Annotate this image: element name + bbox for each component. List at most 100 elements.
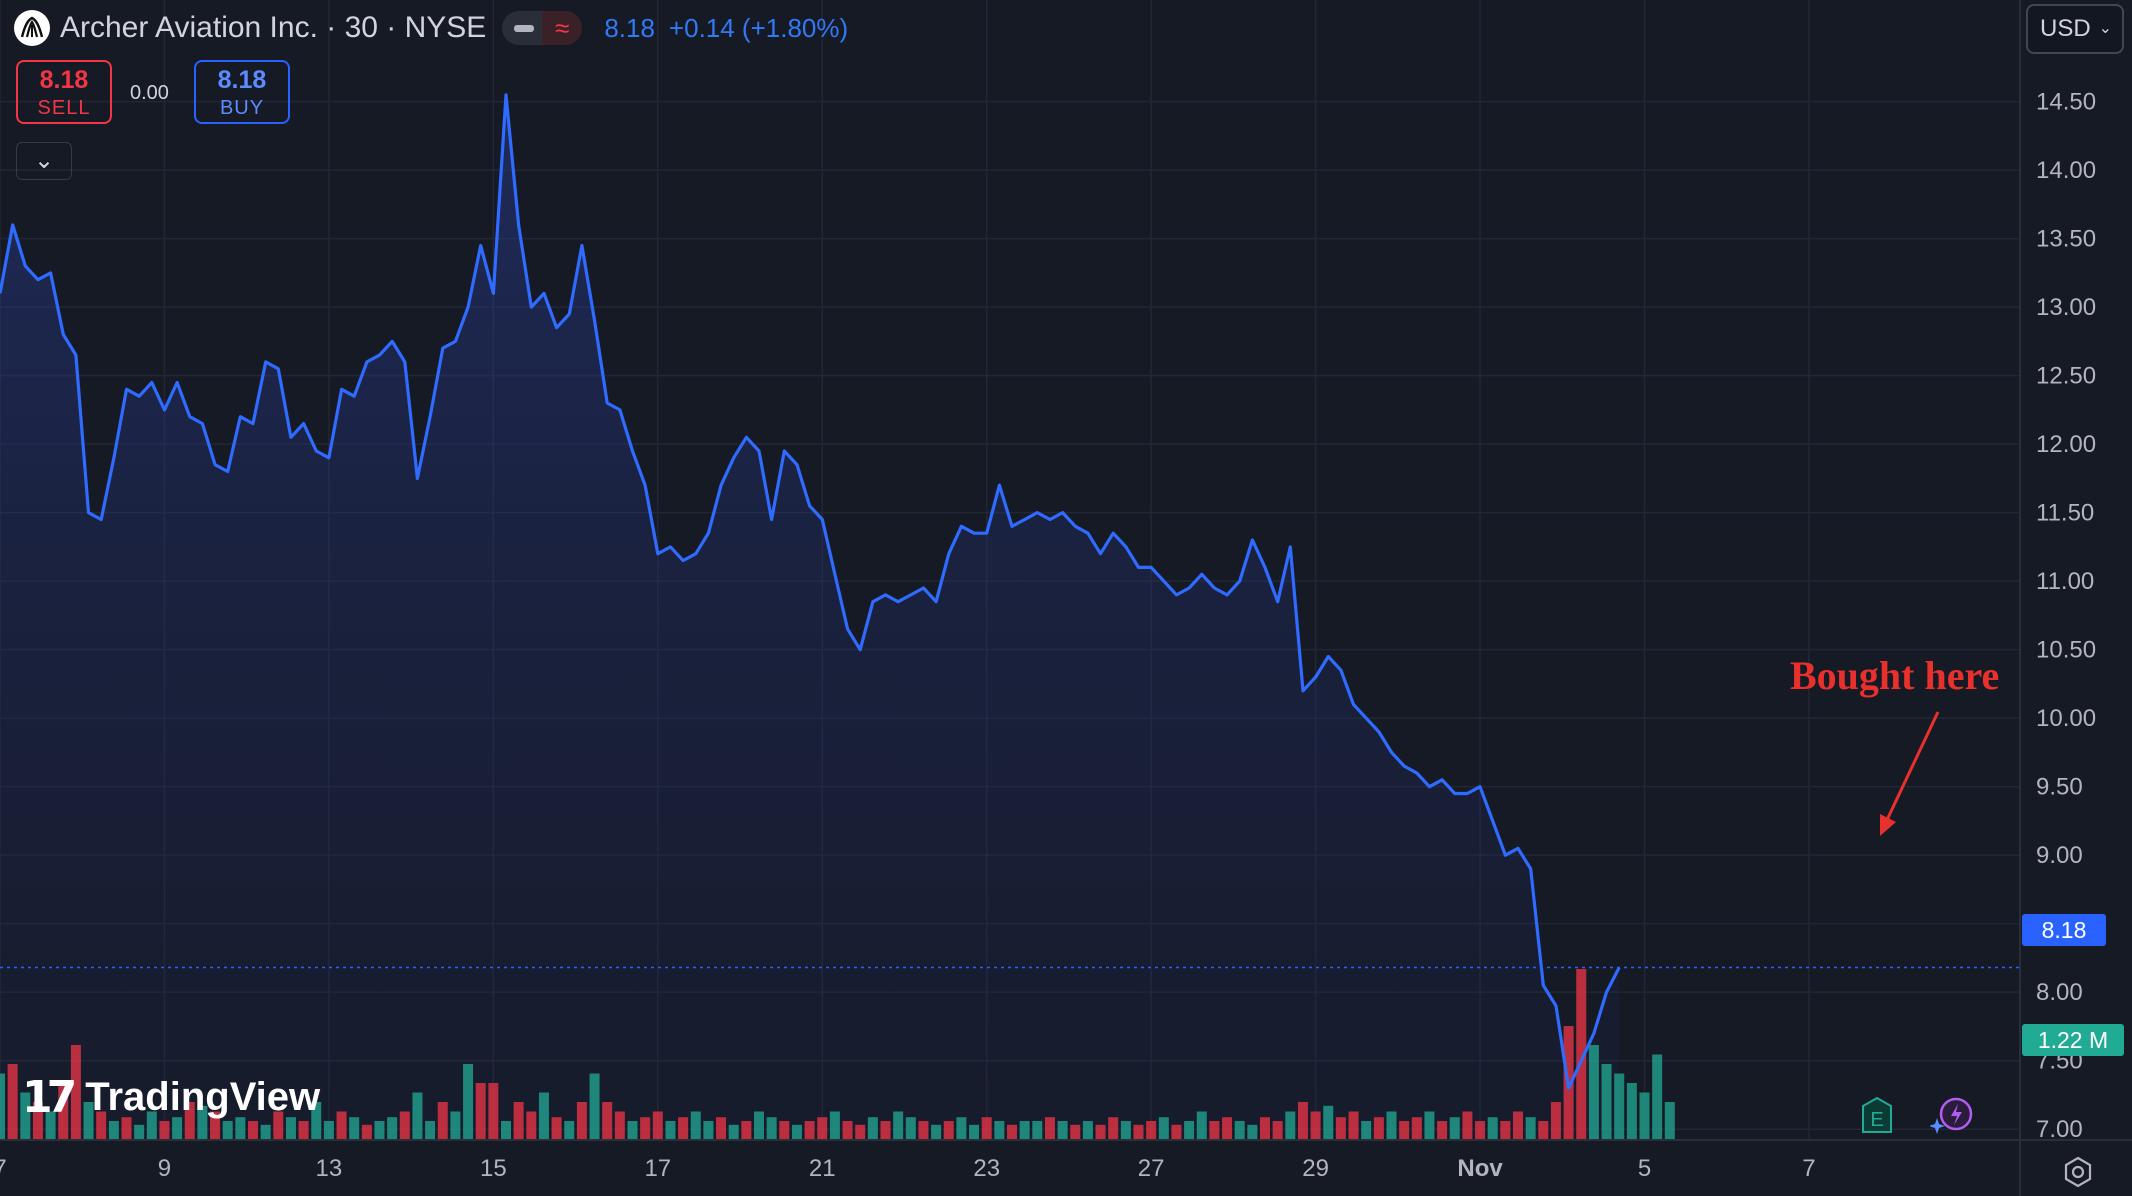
price-area xyxy=(0,94,1620,1140)
volume-bar xyxy=(248,1121,258,1140)
volume-bar xyxy=(703,1121,714,1140)
symbol-title[interactable]: Archer Aviation Inc. · 30 · NYSE xyxy=(60,11,487,44)
volume-bar xyxy=(728,1124,739,1140)
price-change: +0.14 (+1.80%) xyxy=(668,12,849,43)
collapse-button[interactable]: ⌄ xyxy=(16,142,72,180)
volume-bar xyxy=(1285,1111,1296,1140)
sell-label: SELL xyxy=(37,97,91,119)
wave-icon[interactable]: ≈ xyxy=(542,11,583,45)
earnings-icon[interactable]: E xyxy=(1860,1096,1894,1134)
price-line xyxy=(0,93,1621,1090)
currency-value: USD xyxy=(2040,15,2091,42)
tradingview-logo[interactable]: 17 TradingView xyxy=(22,1072,320,1123)
volume-bar xyxy=(1335,1117,1346,1140)
volume-bar xyxy=(45,1111,56,1140)
volume-bar xyxy=(1424,1111,1435,1140)
volume-bar xyxy=(640,1117,651,1140)
settings-icon[interactable] xyxy=(2060,1154,2096,1190)
chart-header: Archer Aviation Inc. · 30 · NYSE ≈ 8.18 … xyxy=(14,6,848,50)
volume-bar xyxy=(1588,1045,1599,1140)
y-tick-label: 13.00 xyxy=(2036,294,2096,321)
volume-bar xyxy=(589,1073,600,1140)
volume-bar xyxy=(475,1083,486,1140)
volume-bar xyxy=(1399,1121,1410,1140)
sell-button[interactable]: 8.18 SELL xyxy=(16,60,112,124)
flash-icon[interactable] xyxy=(1930,1096,1974,1136)
volume-badge: 1.22 M xyxy=(2022,1024,2124,1056)
volume-bar xyxy=(1171,1124,1182,1140)
volume-bar xyxy=(1133,1124,1144,1140)
y-tick-label: 13.50 xyxy=(2036,226,2096,253)
volume-bar xyxy=(880,1121,891,1140)
x-tick-label: 7 xyxy=(1802,1155,1815,1182)
x-tick-label: 13 xyxy=(316,1155,343,1182)
volume-bar xyxy=(1108,1117,1119,1140)
volume-bar xyxy=(70,1045,81,1140)
volume-bar xyxy=(1222,1117,1233,1140)
volume-bar xyxy=(1513,1111,1523,1140)
y-tick-label: 8.00 xyxy=(2036,979,2083,1006)
volume-bar xyxy=(1373,1117,1384,1140)
x-tick-label: 29 xyxy=(1302,1155,1329,1182)
volume-bar xyxy=(7,1064,18,1140)
volume-bar xyxy=(994,1121,1005,1140)
x-tick-label: Nov xyxy=(1457,1155,1503,1182)
x-tick-label: 27 xyxy=(1138,1155,1165,1182)
volume-bar xyxy=(1209,1121,1220,1140)
volume-bar xyxy=(412,1092,423,1140)
buy-button[interactable]: 8.18 BUY xyxy=(194,60,290,124)
volume-bar xyxy=(1576,969,1587,1140)
volume-bar xyxy=(1247,1124,1258,1140)
volume-bar xyxy=(614,1111,625,1140)
volume-bar xyxy=(387,1117,398,1140)
volume-bar xyxy=(1652,1054,1663,1140)
volume-bar xyxy=(1158,1117,1169,1140)
volume-bar xyxy=(665,1121,676,1140)
volume-bar xyxy=(285,1117,296,1140)
volume-bar xyxy=(1095,1124,1106,1140)
buy-price: 8.18 xyxy=(217,66,267,94)
currency-caret-icon: ⌄ xyxy=(2098,20,2112,37)
volume-bar xyxy=(1411,1117,1422,1140)
volume-bar xyxy=(32,1102,43,1140)
volume-bar xyxy=(1234,1121,1245,1140)
x-tick-label: 15 xyxy=(480,1155,507,1182)
buy-label: BUY xyxy=(219,97,265,119)
minus-icon[interactable] xyxy=(514,25,535,32)
y-tick-label: 9.50 xyxy=(2036,774,2083,801)
volume-bar xyxy=(1348,1111,1359,1140)
volume-bar xyxy=(867,1117,878,1140)
indicator-pill[interactable]: ≈ xyxy=(502,11,583,45)
annotation-text: Bought here xyxy=(1790,653,2000,698)
volume-bar xyxy=(842,1121,853,1140)
volume-bar xyxy=(855,1124,866,1140)
volume-bar xyxy=(273,1111,284,1140)
volume-bar xyxy=(1184,1121,1195,1140)
volume-bar xyxy=(1475,1121,1486,1140)
volume-bar xyxy=(1082,1121,1093,1140)
x-tick-label: 21 xyxy=(809,1155,836,1182)
y-tick-label: 7.00 xyxy=(2036,1116,2083,1143)
volume-bar xyxy=(336,1111,347,1140)
volume-bar xyxy=(931,1124,942,1140)
currency-select[interactable]: USD ⌄ xyxy=(2026,4,2124,54)
volume-bar xyxy=(235,1117,246,1140)
volume-bar xyxy=(20,1092,31,1140)
volume-bar xyxy=(576,1102,587,1140)
volume-bar xyxy=(1614,1073,1625,1140)
tradingview-wordmark: TradingView xyxy=(85,1075,321,1119)
volume-bar xyxy=(538,1092,549,1140)
volume-bar xyxy=(1550,1102,1561,1140)
volume-bar xyxy=(1437,1121,1448,1140)
x-tick-label: 17 xyxy=(644,1155,671,1182)
tradingview-mark-icon: 17 xyxy=(22,1072,77,1123)
volume-bar xyxy=(678,1117,689,1140)
volume-bar xyxy=(1007,1124,1017,1140)
volume-bar xyxy=(817,1117,828,1140)
volume-bar xyxy=(159,1121,170,1140)
volume-bar xyxy=(1260,1117,1270,1140)
y-tick-label: 11.00 xyxy=(2036,568,2094,595)
x-tick-label: 9 xyxy=(158,1155,171,1182)
volume-bar xyxy=(1196,1111,1207,1140)
